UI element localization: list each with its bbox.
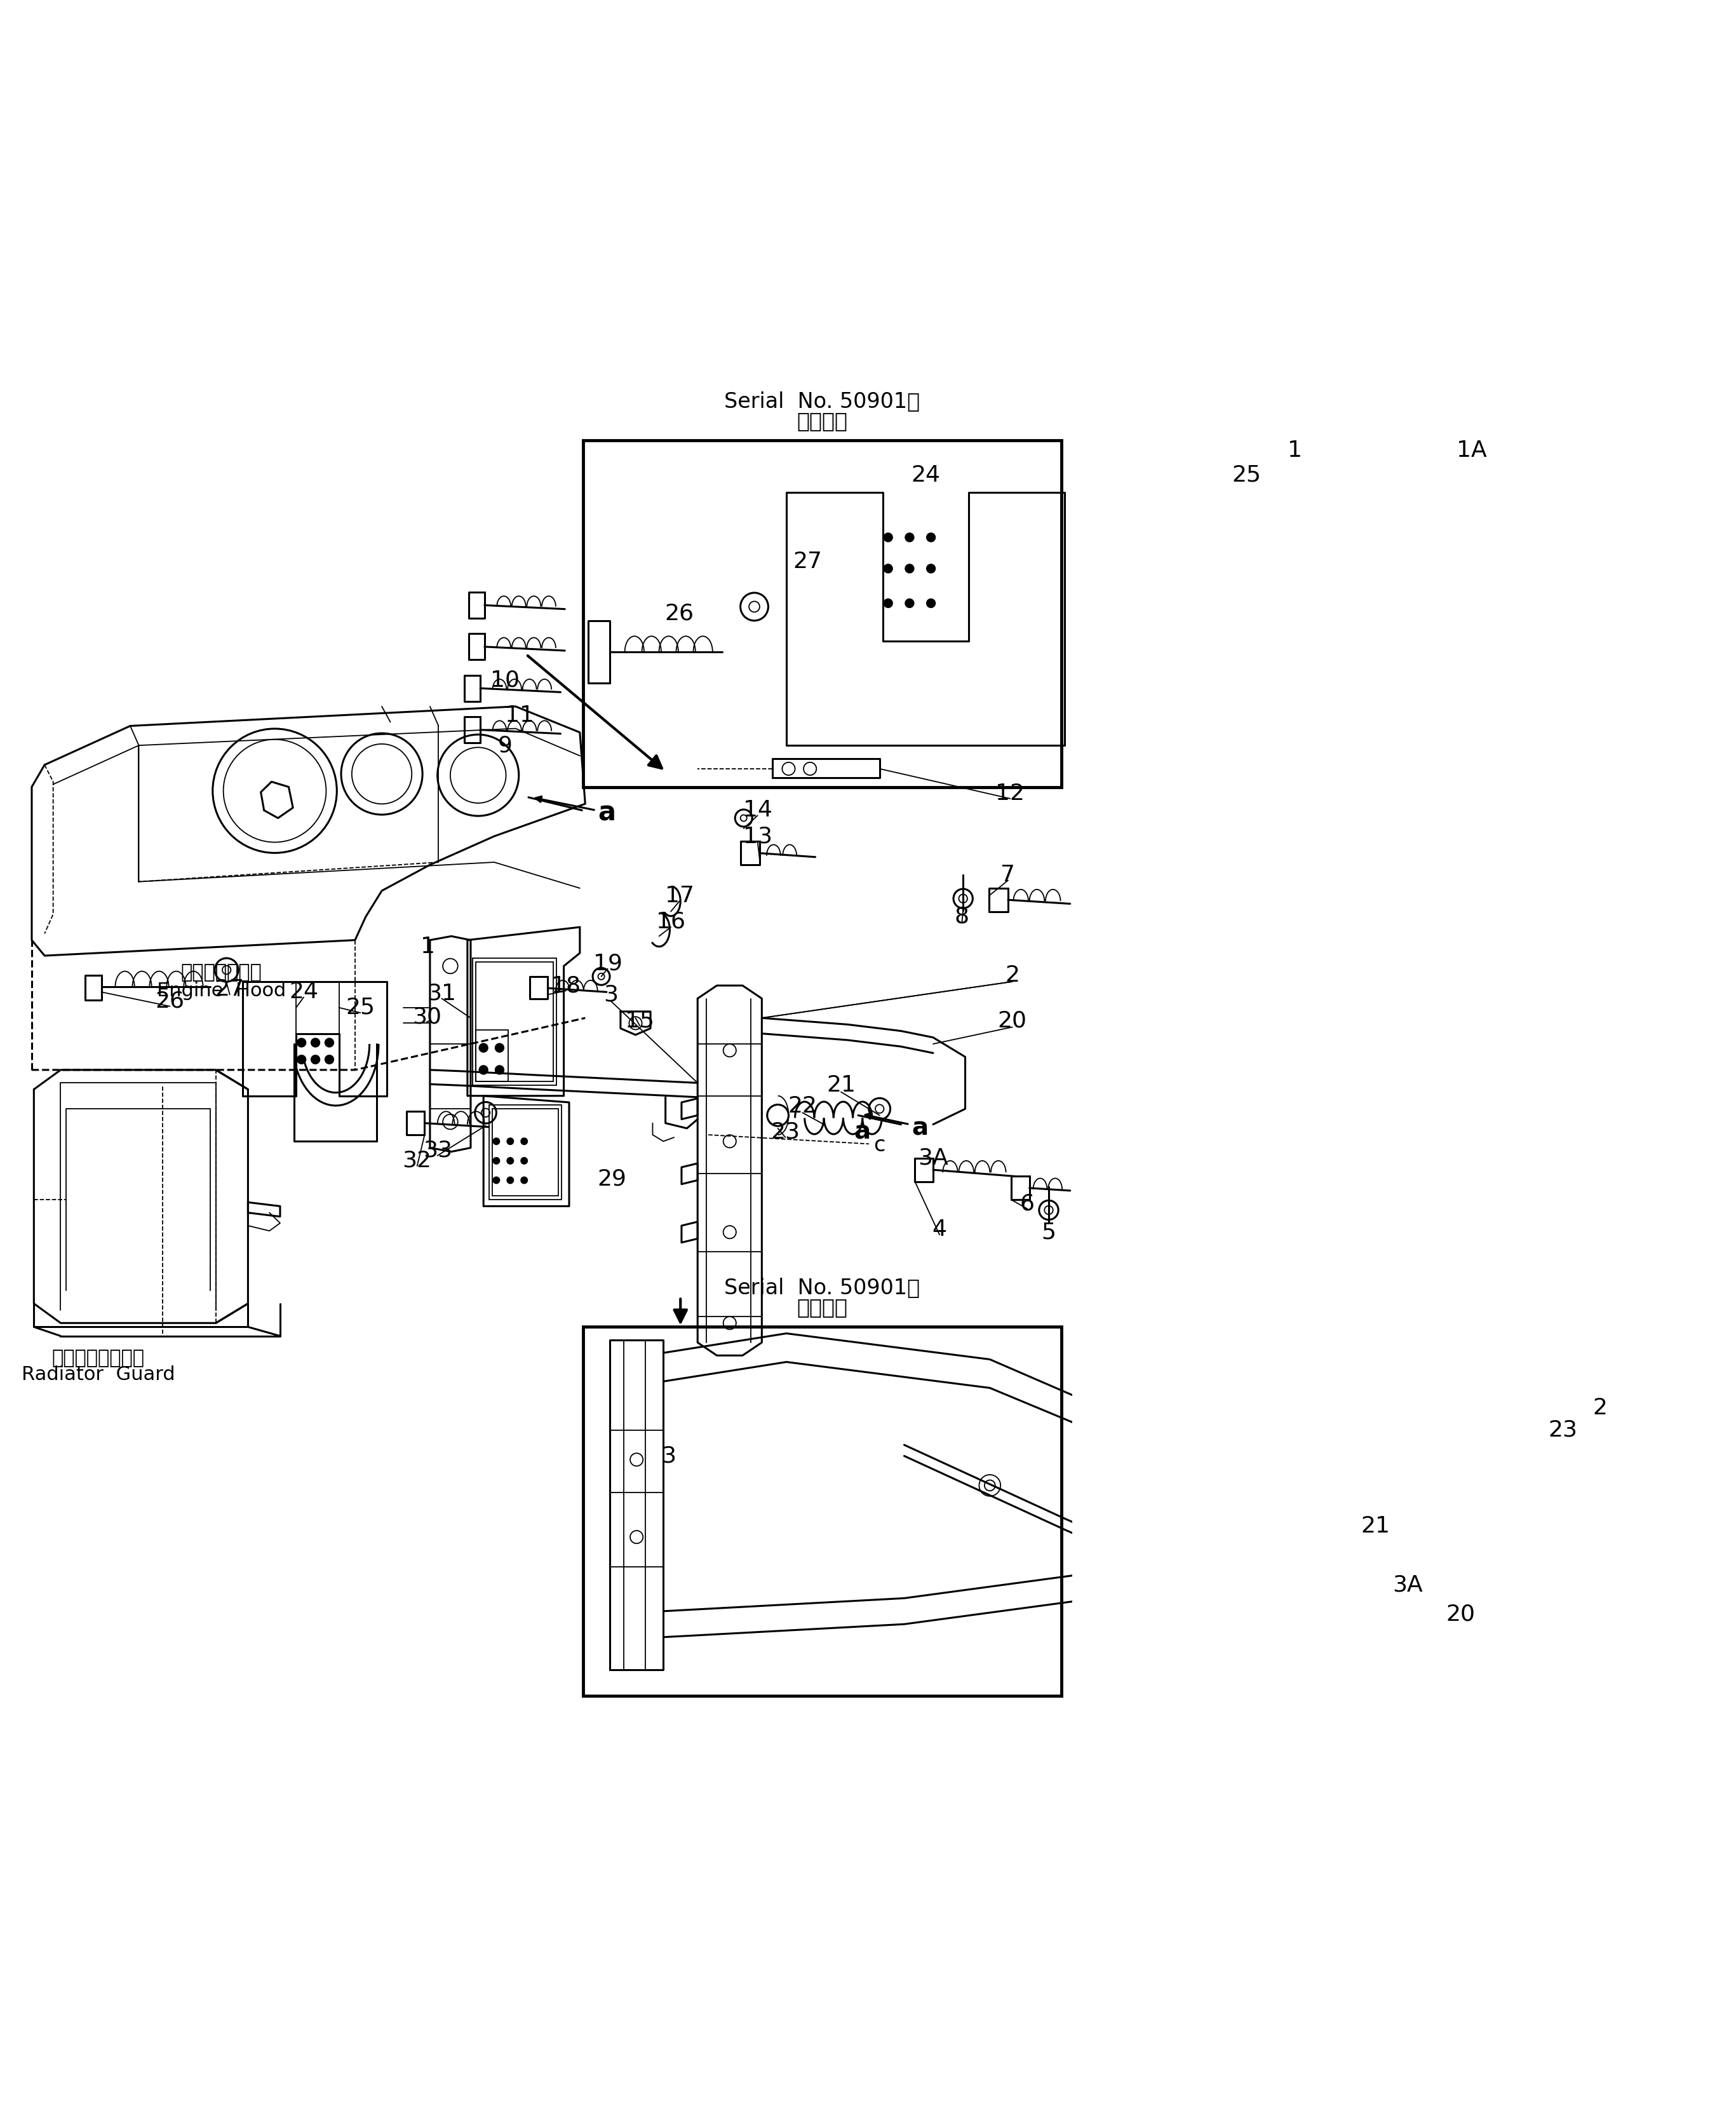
Circle shape <box>507 1139 514 1145</box>
Text: 適用号機: 適用号機 <box>797 410 847 432</box>
Circle shape <box>325 1055 333 1063</box>
Text: 24: 24 <box>911 465 941 486</box>
Text: 14: 14 <box>743 800 773 821</box>
Circle shape <box>521 1158 528 1164</box>
Text: 22: 22 <box>788 1095 818 1118</box>
Text: 27: 27 <box>793 552 823 573</box>
Text: 25: 25 <box>1233 465 1262 486</box>
Circle shape <box>495 1065 503 1074</box>
Text: Serial  No. 50901～: Serial No. 50901～ <box>724 1278 920 1299</box>
Text: 6: 6 <box>1021 1194 1035 1215</box>
Text: 23: 23 <box>1549 1419 1578 1442</box>
Text: 3: 3 <box>604 983 618 1006</box>
Text: 20: 20 <box>1446 1604 1476 1625</box>
Circle shape <box>521 1139 528 1145</box>
Text: 19: 19 <box>594 954 621 975</box>
Text: Engine  Hood: Engine Hood <box>156 981 286 1000</box>
Text: 10: 10 <box>490 669 519 690</box>
Bar <box>490 1105 562 1200</box>
Circle shape <box>311 1055 319 1063</box>
Circle shape <box>927 564 936 573</box>
Bar <box>476 1029 509 1082</box>
Text: ラジエータガード: ラジエータガード <box>52 1349 144 1368</box>
Circle shape <box>904 533 913 541</box>
Circle shape <box>904 564 913 573</box>
Text: 30: 30 <box>411 1006 441 1027</box>
Circle shape <box>311 1038 319 1046</box>
Text: 3A: 3A <box>918 1147 948 1168</box>
Text: 17: 17 <box>665 886 694 907</box>
Circle shape <box>884 533 892 541</box>
Text: 21: 21 <box>1361 1516 1391 1537</box>
Text: 33: 33 <box>424 1139 451 1162</box>
Text: 8: 8 <box>955 905 969 928</box>
Text: 23: 23 <box>771 1122 800 1143</box>
Text: 32: 32 <box>403 1149 432 1172</box>
Text: a: a <box>911 1116 929 1141</box>
Text: 5: 5 <box>1042 1221 1055 1242</box>
Circle shape <box>927 533 936 541</box>
Text: 12: 12 <box>995 783 1024 804</box>
Circle shape <box>495 1044 503 1052</box>
Circle shape <box>493 1177 500 1183</box>
Text: a: a <box>854 1120 871 1145</box>
Circle shape <box>884 600 892 608</box>
Circle shape <box>297 1038 306 1046</box>
Text: 27: 27 <box>215 979 245 1000</box>
Text: 13: 13 <box>743 825 773 846</box>
Text: 20: 20 <box>998 1010 1028 1031</box>
Circle shape <box>884 564 892 573</box>
Circle shape <box>479 1044 488 1052</box>
Bar <box>583 440 1061 787</box>
Text: 3: 3 <box>661 1446 675 1467</box>
Bar <box>491 1109 559 1196</box>
Circle shape <box>479 1065 488 1074</box>
Text: 2: 2 <box>1592 1398 1608 1419</box>
Circle shape <box>927 600 936 608</box>
Text: 21: 21 <box>826 1076 856 1097</box>
Text: Radiator  Guard: Radiator Guard <box>21 1366 175 1385</box>
Text: 3A: 3A <box>1392 1575 1422 1596</box>
Circle shape <box>297 1055 306 1063</box>
Text: 24: 24 <box>288 981 318 1002</box>
Text: 31: 31 <box>427 983 457 1004</box>
Text: 7: 7 <box>1000 865 1016 886</box>
Text: 1: 1 <box>1288 440 1302 461</box>
Circle shape <box>521 1177 528 1183</box>
Text: 26: 26 <box>155 989 184 1013</box>
Circle shape <box>493 1139 500 1145</box>
Text: 1: 1 <box>420 937 436 958</box>
Text: 29: 29 <box>597 1168 627 1189</box>
Bar <box>476 962 554 1082</box>
Text: Serial  No. 50901～: Serial No. 50901～ <box>724 392 920 413</box>
Text: 4: 4 <box>932 1219 946 1240</box>
Text: 25: 25 <box>345 998 375 1019</box>
Text: 16: 16 <box>656 911 686 933</box>
Text: 26: 26 <box>665 602 694 625</box>
Circle shape <box>493 1158 500 1164</box>
Text: エンジンフード: エンジンフード <box>181 964 262 981</box>
Bar <box>583 1326 1061 1695</box>
Bar <box>472 958 556 1086</box>
Text: 11: 11 <box>505 705 535 726</box>
Text: 9: 9 <box>498 735 512 756</box>
Circle shape <box>325 1038 333 1046</box>
Text: 適用号機: 適用号機 <box>797 1297 847 1318</box>
Text: 1A: 1A <box>1457 440 1486 461</box>
Text: 18: 18 <box>552 975 580 996</box>
Text: c: c <box>873 1135 885 1156</box>
Circle shape <box>507 1158 514 1164</box>
Text: 2: 2 <box>1005 964 1019 985</box>
Circle shape <box>507 1177 514 1183</box>
Circle shape <box>904 600 913 608</box>
Text: a: a <box>597 800 616 827</box>
Text: 15: 15 <box>625 1010 654 1031</box>
